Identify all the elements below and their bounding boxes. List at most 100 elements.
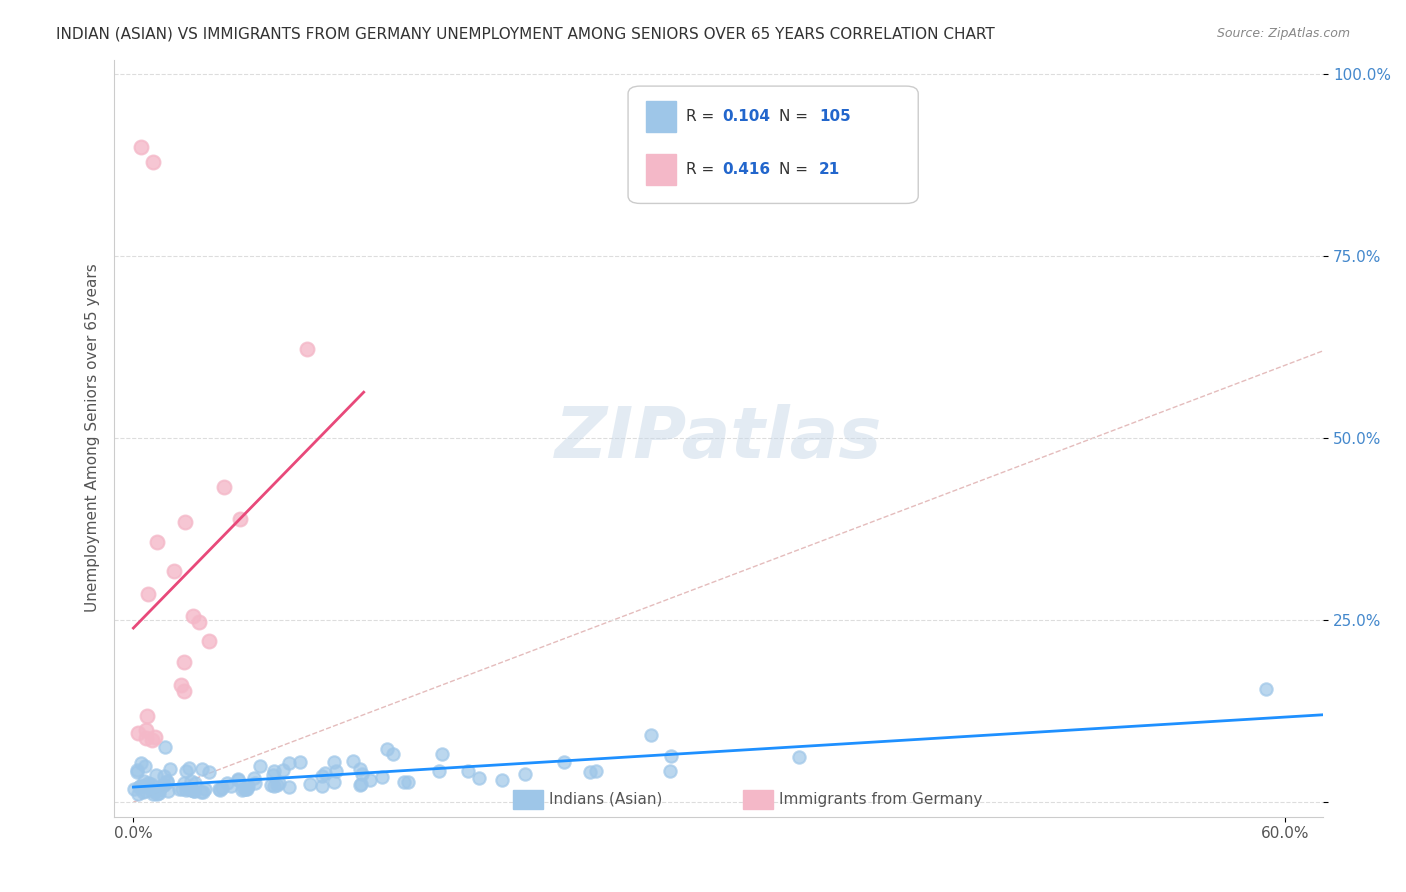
Text: 21: 21 [820,161,841,177]
FancyBboxPatch shape [513,790,543,809]
Point [371,770,394,784]
Point [128,780,150,794]
Point [156,773,179,788]
Point [381,747,404,762]
FancyBboxPatch shape [647,101,676,131]
Point [263,780,285,794]
Point [142,782,165,797]
Point [263,764,285,779]
Point [229,512,252,526]
Point [146,535,169,549]
Point [174,782,197,797]
Point [235,781,257,796]
Point [135,709,157,723]
Point [271,764,294,778]
Point [181,608,204,623]
Point [183,784,205,798]
Point [145,768,167,782]
Point [212,480,235,494]
Point [236,779,259,793]
Point [427,764,450,778]
Point [659,748,682,763]
Point [260,778,283,792]
Point [579,764,602,779]
Point [267,776,290,790]
Text: N =: N = [779,109,813,124]
Point [193,785,215,799]
Point [173,655,195,669]
Point [179,782,201,797]
Text: ZIPatlas: ZIPatlas [555,403,883,473]
Point [585,764,607,778]
Point [277,780,299,795]
Point [266,778,288,792]
Point [640,728,662,742]
Point [208,782,231,797]
Point [322,775,344,789]
Point [170,781,193,796]
Point [148,786,170,800]
FancyBboxPatch shape [742,790,773,809]
Point [243,775,266,789]
Text: 0.416: 0.416 [723,161,770,177]
Point [249,759,271,773]
Point [194,781,217,796]
Point [163,564,186,578]
Point [142,154,165,169]
Point [352,766,374,780]
Point [311,769,333,783]
Point [359,772,381,787]
Point [430,747,453,761]
Point [127,725,149,739]
Point [135,723,157,737]
Point [136,776,159,790]
Text: 105: 105 [820,109,851,124]
Point [209,783,232,797]
Point [127,763,149,777]
Point [169,782,191,797]
Point [787,750,810,764]
Point [177,761,200,775]
Point [184,776,207,790]
Y-axis label: Unemployment Among Seniors over 65 years: Unemployment Among Seniors over 65 years [86,264,100,613]
Point [394,774,416,789]
Point [148,783,170,797]
Text: R =: R = [686,109,720,124]
Point [396,774,419,789]
Point [236,782,259,797]
Point [170,678,193,692]
Point [457,764,479,778]
Text: Indians (Asian): Indians (Asian) [550,792,662,806]
Point [198,765,221,780]
Point [173,683,195,698]
Point [176,764,198,779]
Point [375,742,398,756]
Point [180,782,202,797]
Point [349,777,371,791]
Point [299,777,322,791]
Point [150,779,173,793]
Point [135,731,157,745]
Point [553,755,575,769]
Point [491,772,513,787]
Text: Source: ZipAtlas.com: Source: ZipAtlas.com [1216,27,1350,40]
Text: INDIAN (ASIAN) VS IMMIGRANTS FROM GERMANY UNEMPLOYMENT AMONG SENIORS OVER 65 YEA: INDIAN (ASIAN) VS IMMIGRANTS FROM GERMAN… [56,27,995,42]
Point [221,780,243,794]
Point [145,787,167,801]
Point [141,784,163,798]
Point [153,740,176,755]
Point [141,733,163,747]
Point [288,755,311,769]
Point [180,773,202,788]
FancyBboxPatch shape [628,87,918,203]
Point [139,777,162,791]
Point [231,783,253,797]
Point [349,762,371,776]
Point [228,773,250,788]
Point [131,785,153,799]
Point [349,777,371,791]
Text: Immigrants from Germany: Immigrants from Germany [779,792,983,806]
Point [311,779,333,793]
Point [159,762,181,776]
Point [183,784,205,798]
